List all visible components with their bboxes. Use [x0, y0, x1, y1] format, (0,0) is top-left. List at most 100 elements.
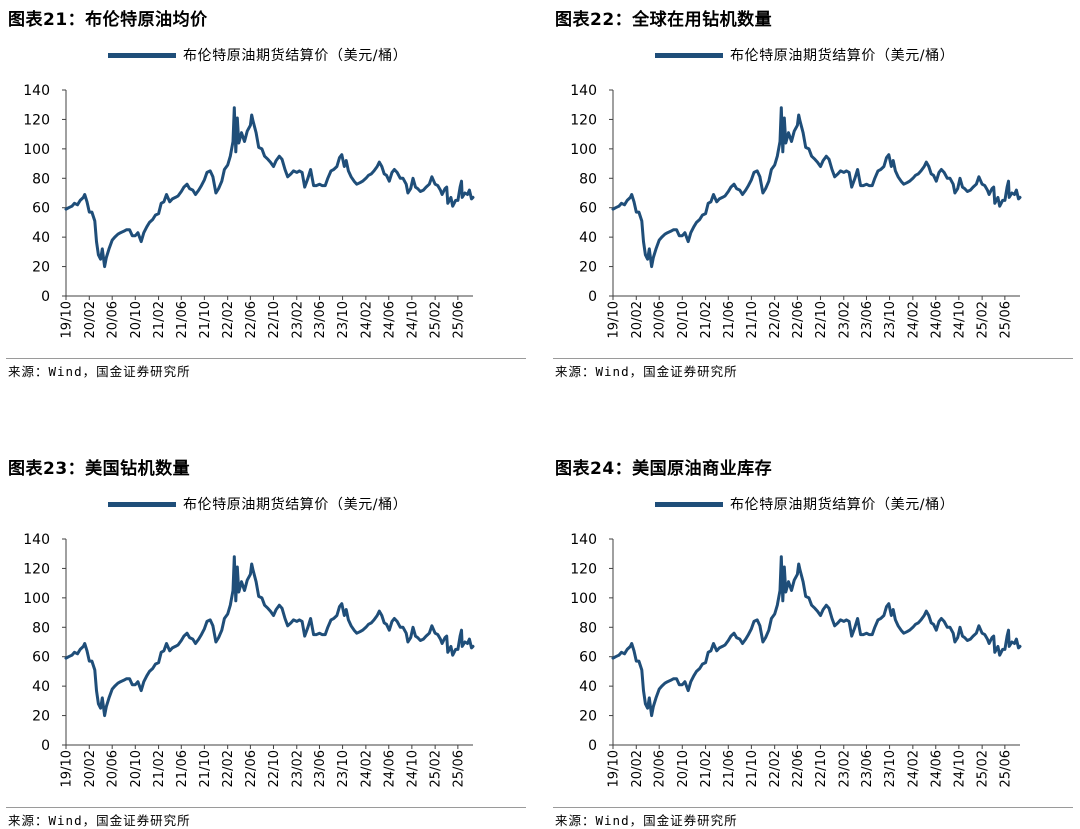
- x-tick-label: 23/02: [837, 301, 852, 338]
- series-line: [611, 106, 1022, 269]
- x-tick-label: 22/06: [244, 301, 259, 338]
- x-tick-label: 22/10: [814, 301, 829, 338]
- chart-legend: 布伦特原油期货结算价（美元/桶）: [108, 46, 407, 64]
- x-tick-label: 24/10: [952, 301, 967, 338]
- x-tick-label: 23/06: [313, 750, 328, 787]
- x-tick-label: 19/10: [607, 301, 622, 338]
- x-tick-label: 22/10: [267, 750, 282, 787]
- x-tick-label: 23/02: [290, 301, 305, 338]
- x-tick-label: 24/10: [952, 750, 967, 787]
- x-tick-label: 21/02: [152, 750, 167, 787]
- x-tick-label: 19/10: [60, 750, 75, 787]
- chart-title: 图表23：美国钻机数量: [8, 459, 191, 479]
- y-tick-label: 140: [570, 83, 597, 99]
- y-tick-label: 140: [570, 532, 597, 548]
- x-tick-label: 21/06: [722, 750, 737, 787]
- y-tick-label: 40: [32, 230, 50, 246]
- x-tick-label: 25/06: [998, 301, 1013, 338]
- y-tick-label: 80: [579, 171, 597, 187]
- line-chart: 0 20 40 60 80 100 120 140 19/10 20/02 20/06 20/10 21…: [570, 83, 1022, 338]
- x-tick-label: 25/06: [451, 750, 466, 787]
- x-tick-label: 21/02: [699, 301, 714, 338]
- y-tick-label: 60: [32, 201, 50, 217]
- line-chart: 0 20 40 60 80 100 120 140 19/10 20/02 20/06 20/10 21…: [23, 83, 475, 338]
- x-tick-label: 23/10: [883, 750, 898, 787]
- x-tick-label: 20/02: [630, 301, 645, 338]
- legend-swatch: [108, 501, 176, 507]
- y-tick-label: 100: [23, 142, 50, 158]
- series-line: [64, 555, 475, 718]
- x-tick-label: 25/06: [451, 301, 466, 338]
- x-tick-label: 20/06: [106, 301, 121, 338]
- y-tick-label: 140: [23, 532, 50, 548]
- x-tick-label: 25/02: [976, 301, 991, 338]
- y-tick-label: 0: [588, 289, 597, 305]
- x-tick-label: 22/02: [221, 750, 236, 787]
- x-tick-label: 24/02: [359, 301, 374, 338]
- x-tick-label: 22/06: [791, 301, 806, 338]
- x-tick-label: 21/10: [745, 750, 760, 787]
- x-tick-label: 20/06: [653, 301, 668, 338]
- x-tick-label: 24/06: [382, 750, 397, 787]
- legend-label: 布伦特原油期货结算价（美元/桶）: [183, 497, 408, 513]
- y-tick-label: 120: [23, 112, 50, 128]
- y-tick-label: 80: [32, 620, 50, 636]
- x-tick-label: 22/02: [768, 750, 783, 787]
- x-tick-label: 24/10: [405, 301, 420, 338]
- x-tick-label: 19/10: [60, 301, 75, 338]
- y-tick-label: 120: [570, 561, 597, 577]
- x-tick-label: 24/02: [359, 750, 374, 787]
- x-tick-label: 23/06: [313, 301, 328, 338]
- x-tick-label: 20/06: [106, 750, 121, 787]
- x-tick-label: 23/02: [837, 750, 852, 787]
- y-tick-label: 20: [32, 709, 50, 725]
- x-tick-label: 22/10: [267, 301, 282, 338]
- line-chart: 0 20 40 60 80 100 120 140 19/10 20/02 20/06 20/10 21…: [23, 532, 475, 787]
- y-tick-label: 100: [570, 591, 597, 607]
- y-tick-label: 20: [579, 260, 597, 276]
- x-tick-label: 21/10: [198, 301, 213, 338]
- chart-panel: 图表21：布伦特原油均价 0 20 40 60 80 100 120 140 19/10 20/0…: [0, 0, 530, 379]
- source-note: 来源：Wind，国金证券研究所: [8, 364, 191, 379]
- x-tick-label: 25/02: [429, 750, 444, 787]
- y-tick-label: 0: [588, 738, 597, 754]
- x-tick-label: 20/10: [129, 750, 144, 787]
- y-tick-label: 120: [570, 112, 597, 128]
- chart-legend: 布伦特原油期货结算价（美元/桶）: [655, 46, 954, 64]
- series-line: [611, 555, 1022, 718]
- x-tick-label: 21/06: [722, 301, 737, 338]
- legend-swatch: [655, 52, 723, 58]
- x-tick-label: 23/10: [336, 750, 351, 787]
- x-tick-label: 24/06: [382, 301, 397, 338]
- y-tick-label: 60: [579, 650, 597, 666]
- x-tick-label: 20/10: [676, 301, 691, 338]
- legend-swatch: [655, 501, 723, 507]
- y-tick-label: 20: [32, 260, 50, 276]
- x-tick-label: 20/06: [653, 750, 668, 787]
- y-tick-label: 20: [579, 709, 597, 725]
- x-tick-label: 22/06: [791, 750, 806, 787]
- chart-title: 图表24：美国原油商业库存: [555, 459, 773, 479]
- chart-legend: 布伦特原油期货结算价（美元/桶）: [108, 495, 407, 513]
- x-tick-label: 20/02: [83, 301, 98, 338]
- series-line: [64, 106, 475, 269]
- x-tick-label: 23/06: [860, 301, 875, 338]
- x-tick-label: 24/06: [929, 301, 944, 338]
- y-tick-label: 40: [32, 679, 50, 695]
- legend-label: 布伦特原油期货结算价（美元/桶）: [183, 48, 408, 64]
- x-tick-label: 25/06: [998, 750, 1013, 787]
- x-tick-label: 25/02: [429, 301, 444, 338]
- source-note: 来源：Wind，国金证券研究所: [8, 813, 191, 828]
- legend-swatch: [108, 52, 176, 58]
- y-tick-label: 40: [579, 679, 597, 695]
- x-tick-label: 23/02: [290, 750, 305, 787]
- y-tick-label: 0: [41, 289, 50, 305]
- legend-label: 布伦特原油期货结算价（美元/桶）: [730, 497, 955, 513]
- x-tick-label: 21/06: [175, 301, 190, 338]
- chart-panel: 图表22：全球在用钻机数量 0 20 40 60 80 100 120 140 19/10 20/…: [547, 0, 1077, 379]
- x-tick-label: 25/02: [976, 750, 991, 787]
- line-chart: 0 20 40 60 80 100 120 140 19/10 20/02 20/06 20/10 21…: [570, 532, 1022, 787]
- x-tick-label: 20/02: [83, 750, 98, 787]
- y-tick-label: 60: [32, 650, 50, 666]
- chart-panel: 图表23：美国钻机数量 0 20 40 60 80 100 120 140 19/10 20/02…: [0, 449, 530, 828]
